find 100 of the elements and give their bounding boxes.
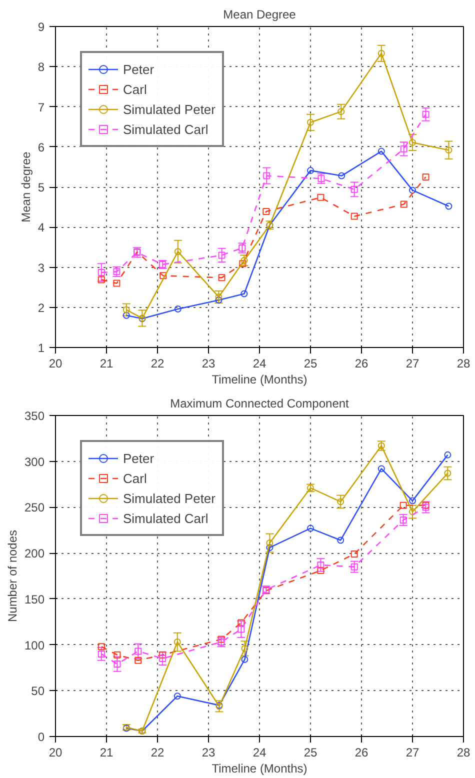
x-axis-title: Timeline (Months) <box>212 372 308 386</box>
point <box>378 50 385 57</box>
y-axis-title: Number of nodes <box>5 530 20 622</box>
y-axis-title: Mean degree <box>18 151 33 222</box>
x-tick-label: 21 <box>100 356 114 370</box>
point <box>307 118 314 126</box>
y-tick-label: 4 <box>38 220 45 235</box>
legend-label: Carl <box>123 470 147 486</box>
point <box>159 651 166 658</box>
point <box>400 200 408 208</box>
x-tick-label: 20 <box>48 746 62 760</box>
x-tick-label: 28 <box>456 356 470 370</box>
point <box>174 638 181 646</box>
x-tick-label: 25 <box>304 746 318 760</box>
x-tick-label: 22 <box>150 746 164 760</box>
y-tick-label: 9 <box>38 20 45 34</box>
point <box>350 186 358 193</box>
legend-label: Simulated Peter <box>123 102 216 116</box>
y-tick-label: 5 <box>38 180 45 194</box>
x-axis-title: Timeline (Months) <box>212 762 308 776</box>
y-tick-label: 150 <box>24 592 45 606</box>
x-tick-label: 25 <box>304 356 318 370</box>
point <box>262 208 270 215</box>
y-tick-label: 50 <box>31 684 45 698</box>
point <box>400 502 407 509</box>
point <box>174 305 182 312</box>
point <box>218 638 225 646</box>
point <box>409 497 416 504</box>
point <box>422 173 430 180</box>
y-tick-label: 0 <box>38 730 45 744</box>
point <box>98 650 105 658</box>
point <box>218 252 226 259</box>
point <box>239 260 246 268</box>
point <box>318 175 325 182</box>
y-tick-label: 200 <box>24 546 45 561</box>
point <box>338 108 345 116</box>
point <box>134 656 142 664</box>
point <box>159 655 166 662</box>
point <box>114 660 121 668</box>
point <box>114 651 121 658</box>
legend-label: Carl <box>123 82 147 96</box>
point <box>378 148 385 155</box>
legend-label: Simulated Carl <box>123 122 208 136</box>
point <box>218 274 226 282</box>
x-tick-label: 23 <box>202 356 216 370</box>
point <box>240 290 248 298</box>
y-tick-label: 7 <box>38 100 45 114</box>
x-tick-label: 23 <box>202 746 216 760</box>
point <box>174 248 182 256</box>
x-tick-label: 28 <box>456 746 470 760</box>
point <box>241 644 248 652</box>
y-tick-label: 1 <box>38 341 45 355</box>
point <box>215 296 222 304</box>
y-tick-label: 2 <box>38 300 45 315</box>
chart-title: Maximum Connected Component <box>170 396 350 410</box>
y-tick-label: 3 <box>38 260 45 275</box>
point <box>218 636 225 643</box>
point <box>174 692 181 700</box>
point <box>350 212 358 220</box>
x-tick-label: 24 <box>252 746 266 760</box>
point <box>422 110 430 118</box>
point <box>238 244 246 252</box>
legend-label: Peter <box>123 62 154 76</box>
y-tick-label: 6 <box>38 140 45 154</box>
point <box>317 561 324 568</box>
point <box>338 172 346 180</box>
y-tick-label: 300 <box>24 454 45 469</box>
point <box>378 465 385 472</box>
point <box>307 524 314 532</box>
point <box>266 539 274 546</box>
x-tick-label: 22 <box>150 356 164 370</box>
x-tick-label: 26 <box>354 746 368 760</box>
x-tick-label: 27 <box>406 356 420 370</box>
x-tick-label: 24 <box>252 356 266 370</box>
point <box>98 268 105 276</box>
y-tick-label: 8 <box>38 60 45 74</box>
point <box>350 550 358 558</box>
point <box>241 656 248 663</box>
point <box>409 186 416 194</box>
point <box>307 167 314 174</box>
legend-label: Simulated Peter <box>123 490 216 506</box>
point <box>113 268 120 276</box>
point <box>240 256 248 264</box>
point <box>409 508 416 516</box>
point <box>134 648 142 655</box>
x-tick-label: 26 <box>354 356 368 370</box>
point <box>98 643 105 650</box>
point <box>263 172 270 180</box>
point <box>400 145 408 152</box>
point <box>215 293 222 300</box>
point <box>409 138 416 146</box>
legend-label: Simulated Carl <box>123 510 208 526</box>
point <box>400 516 407 524</box>
y-tick-label: 250 <box>24 500 45 515</box>
point <box>317 194 324 201</box>
x-tick-label: 27 <box>406 746 420 760</box>
point <box>266 544 274 552</box>
y-tick-label: 100 <box>24 638 45 652</box>
y-tick-label: 350 <box>24 409 45 423</box>
point <box>238 626 245 633</box>
